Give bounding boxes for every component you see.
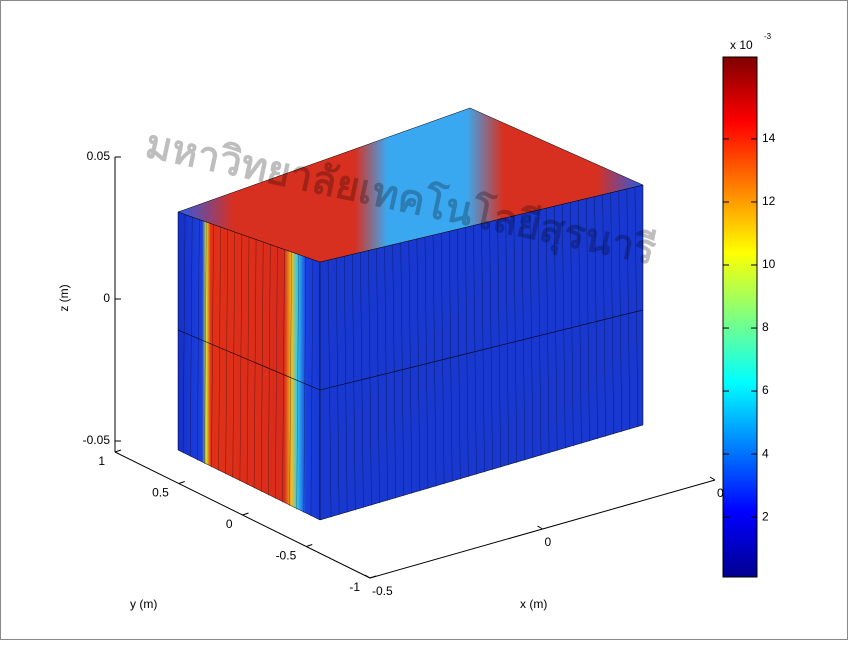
x-tick-label: -0.5 [372,584,393,598]
y-tick [115,450,121,452]
y-axis-label: y (m) [130,597,157,611]
y-tick [306,545,312,547]
y-tick [243,513,249,515]
x-tick-label: 0. [717,486,727,500]
colorbar-exponent: -3 [764,32,772,41]
y-tick [179,482,185,484]
z-axis-label: z (m) [57,284,71,311]
colorbar-tick-label: 6 [762,383,769,397]
y-tick-label: -0.5 [276,549,297,563]
x-tick [365,575,370,578]
colorbar-multiplier: x 10 [730,38,753,52]
x-tick [710,477,715,480]
z-tick-label: -0.05 [83,433,111,447]
x-axis-label: x (m) [520,597,547,611]
colorbar-tick-label: 8 [762,320,769,334]
colorbar-tick-label: 10 [762,257,776,271]
y-tick-label: 1 [98,454,105,468]
colorbar [723,57,757,577]
figure: x 10 -3 y (m) x (m) z (m) มหาวิทยาลัยเทค… [0,0,848,640]
y-tick-label: 0.5 [152,486,169,500]
y-tick-label: 0 [226,517,233,531]
z-tick-label: 0.05 [87,149,111,163]
x-tick [538,526,543,529]
colorbar-tick-label: 2 [762,509,769,523]
colorbar-tick-label: 4 [762,446,769,460]
z-tick-label: 0 [103,291,110,305]
y-tick-label: -1 [349,580,360,594]
colorbar-tick-label: 14 [762,131,776,145]
colorbar-tick-label: 12 [762,194,776,208]
x-tick-label: 0 [545,535,552,549]
